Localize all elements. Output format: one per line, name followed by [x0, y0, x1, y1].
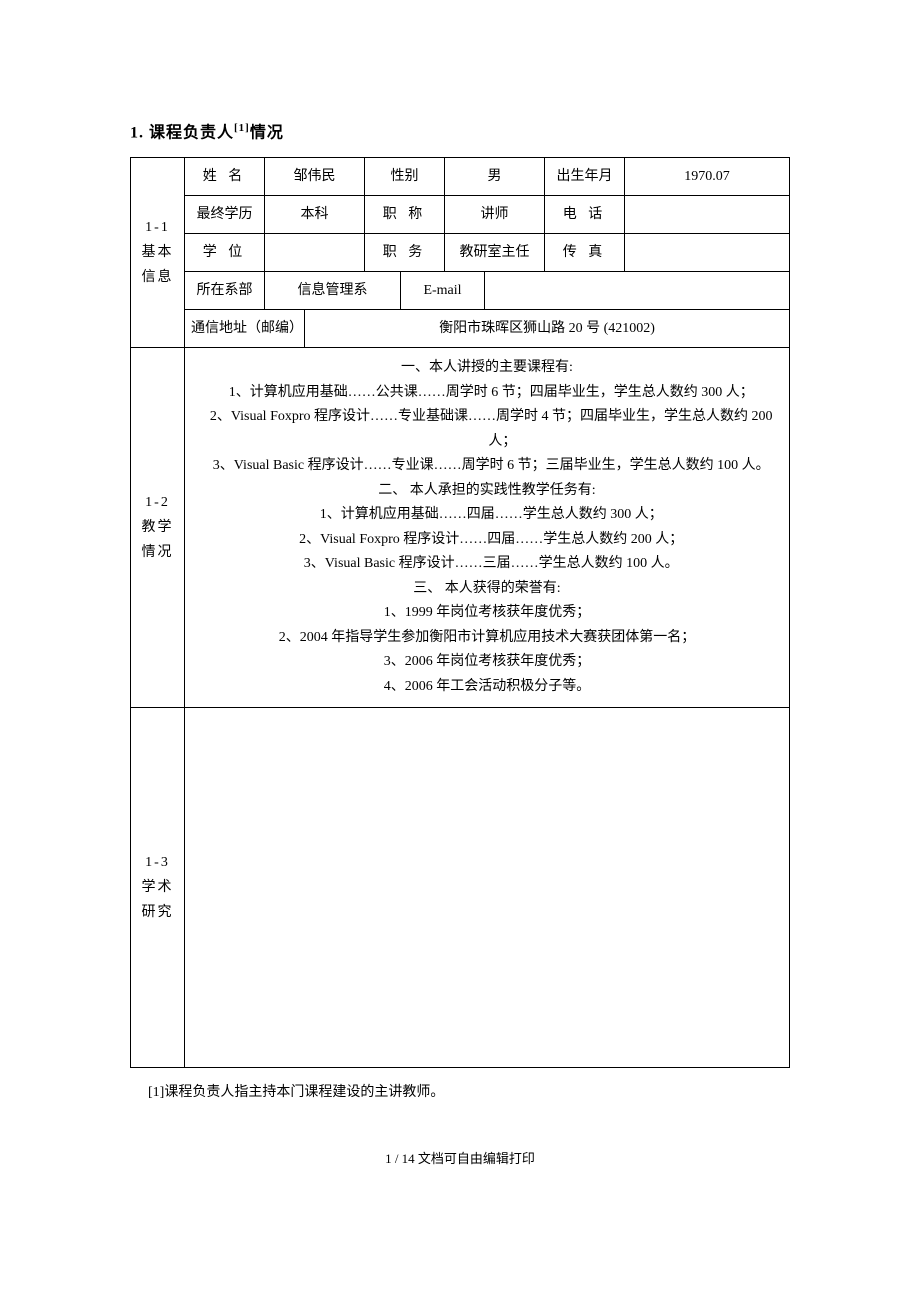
footnote: [1]课程负责人指主持本门课程建设的主讲教师。 [130, 1082, 790, 1103]
phone-value [625, 196, 790, 234]
teaching-l1: 1、计算机应用基础……公共课……周学时 6 节；四届毕业生，学生总人数约 300… [191, 381, 783, 406]
address-label: 通信地址（邮编） [185, 310, 305, 348]
teaching-h2: 二、 本人承担的实践性教学任务有: [191, 479, 783, 504]
section-1-3-t2: 研究 [137, 900, 178, 925]
section-1-2-content: 一、本人讲授的主要课程有: 1、计算机应用基础……公共课……周学时 6 节；四届… [185, 348, 790, 708]
section-1-2-t2: 情况 [137, 540, 178, 565]
section-1-2-label: 1-2 教学 情况 [131, 348, 185, 708]
page-footer: 1 / 14 文档可自由编辑打印 [130, 1149, 790, 1169]
teaching-l2: 2、Visual Foxpro 程序设计……专业基础课……周学时 4 节；四届毕… [191, 405, 783, 454]
heading-prefix: 课程负责人 [149, 124, 234, 141]
section-1-2-num: 1-2 [137, 490, 178, 515]
edu-label: 最终学历 [185, 196, 265, 234]
section-1-3-t1: 学术 [137, 875, 178, 900]
name-value: 邹伟民 [265, 158, 365, 196]
main-table: 1-1 基本 信息 姓 名 邹伟民 性别 男 出生年月 1970.07 最终学历… [130, 157, 790, 1068]
heading-sup: [1] [234, 122, 250, 134]
row-edu: 最终学历 本科 职 称 讲师 电 话 [131, 196, 790, 234]
heading-number: 1. [130, 124, 144, 141]
gender-value: 男 [445, 158, 545, 196]
birth-value: 1970.07 [625, 158, 790, 196]
section-1-3-num: 1-3 [137, 850, 178, 875]
row-address: 通信地址（邮编） 衡阳市珠晖区狮山路 20 号 (421002) [131, 310, 790, 348]
dept-value: 信息管理系 [265, 272, 401, 310]
title-label: 职 称 [365, 196, 445, 234]
gender-label: 性别 [365, 158, 445, 196]
fax-value [625, 234, 790, 272]
email-label: E-mail [401, 272, 485, 310]
dept-label: 所在系部 [185, 272, 265, 310]
teaching-l5: 2、Visual Foxpro 程序设计……四届……学生总人数约 200 人； [191, 528, 783, 553]
birth-label: 出生年月 [545, 158, 625, 196]
phone-label: 电 话 [545, 196, 625, 234]
row-degree: 学 位 职 务 教研室主任 传 真 [131, 234, 790, 272]
title-value: 讲师 [445, 196, 545, 234]
teaching-l7: 1、1999 年岗位考核获年度优秀； [191, 601, 783, 626]
heading-suffix: 情况 [250, 124, 284, 141]
address-value: 衡阳市珠晖区狮山路 20 号 (421002) [305, 310, 790, 348]
teaching-l9: 3、2006 年岗位考核获年度优秀； [191, 650, 783, 675]
section-1-3-content [185, 708, 790, 1068]
teaching-l6: 3、Visual Basic 程序设计……三届……学生总人数约 100 人。 [191, 552, 783, 577]
duty-label: 职 务 [365, 234, 445, 272]
degree-label: 学 位 [185, 234, 265, 272]
teaching-l3: 3、Visual Basic 程序设计……专业课……周学时 6 节；三届毕业生，… [191, 454, 783, 479]
teaching-l4: 1、计算机应用基础……四届……学生总人数约 300 人； [191, 503, 783, 528]
section-1-3-label: 1-3 学术 研究 [131, 708, 185, 1068]
section-heading: 1. 课程负责人[1]情况 [130, 120, 790, 145]
section-1-1-t1: 基本 [137, 240, 178, 265]
degree-value [265, 234, 365, 272]
teaching-l8: 2、2004 年指导学生参加衡阳市计算机应用技术大赛获团体第一名； [191, 626, 783, 651]
row-dept: 所在系部 信息管理系 E-mail [131, 272, 790, 310]
section-1-1-label: 1-1 基本 信息 [131, 158, 185, 348]
name-label: 姓 名 [185, 158, 265, 196]
section-1-1-num: 1-1 [137, 215, 178, 240]
row-section-1-2: 1-2 教学 情况 一、本人讲授的主要课程有: 1、计算机应用基础……公共课……… [131, 348, 790, 708]
fax-label: 传 真 [545, 234, 625, 272]
edu-value: 本科 [265, 196, 365, 234]
row-section-1-3: 1-3 学术 研究 [131, 708, 790, 1068]
email-value [485, 272, 790, 310]
section-1-1-t2: 信息 [137, 265, 178, 290]
row-name: 1-1 基本 信息 姓 名 邹伟民 性别 男 出生年月 1970.07 [131, 158, 790, 196]
teaching-h1: 一、本人讲授的主要课程有: [191, 356, 783, 381]
teaching-l10: 4、2006 年工会活动积极分子等。 [191, 675, 783, 700]
duty-value: 教研室主任 [445, 234, 545, 272]
teaching-h3: 三、 本人获得的荣誉有: [191, 577, 783, 602]
section-1-2-t1: 教学 [137, 515, 178, 540]
